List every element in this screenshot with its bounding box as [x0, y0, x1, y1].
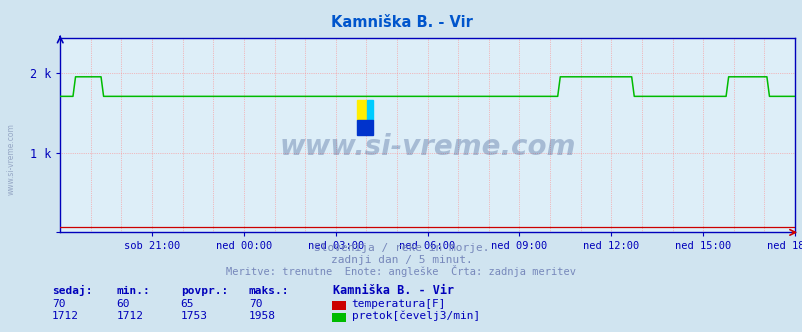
Text: maks.:: maks.:: [249, 286, 289, 296]
Text: 1712: 1712: [52, 311, 79, 321]
Text: sedaj:: sedaj:: [52, 285, 92, 296]
Bar: [357, 100, 367, 120]
Text: 65: 65: [180, 299, 194, 309]
Text: zadnji dan / 5 minut.: zadnji dan / 5 minut.: [330, 255, 472, 265]
Text: 1958: 1958: [249, 311, 276, 321]
Text: 70: 70: [52, 299, 66, 309]
Text: Kamniška B. - Vir: Kamniška B. - Vir: [330, 15, 472, 30]
Text: temperatura[F]: temperatura[F]: [351, 299, 446, 309]
Text: 60: 60: [116, 299, 130, 309]
Text: www.si-vreme.com: www.si-vreme.com: [279, 133, 575, 161]
Text: www.si-vreme.com: www.si-vreme.com: [6, 124, 15, 195]
Text: Slovenija / reke in morje.: Slovenija / reke in morje.: [314, 243, 488, 253]
Bar: [367, 100, 373, 120]
Bar: [357, 120, 373, 135]
Text: povpr.:: povpr.:: [180, 286, 228, 296]
Text: 70: 70: [249, 299, 262, 309]
Text: pretok[čevelj3/min]: pretok[čevelj3/min]: [351, 311, 480, 321]
Text: Kamniška B. - Vir: Kamniška B. - Vir: [333, 284, 454, 297]
Text: 1712: 1712: [116, 311, 144, 321]
Text: 1753: 1753: [180, 311, 208, 321]
Text: Meritve: trenutne  Enote: angleške  Črta: zadnja meritev: Meritve: trenutne Enote: angleške Črta: …: [226, 265, 576, 277]
Text: min.:: min.:: [116, 286, 150, 296]
